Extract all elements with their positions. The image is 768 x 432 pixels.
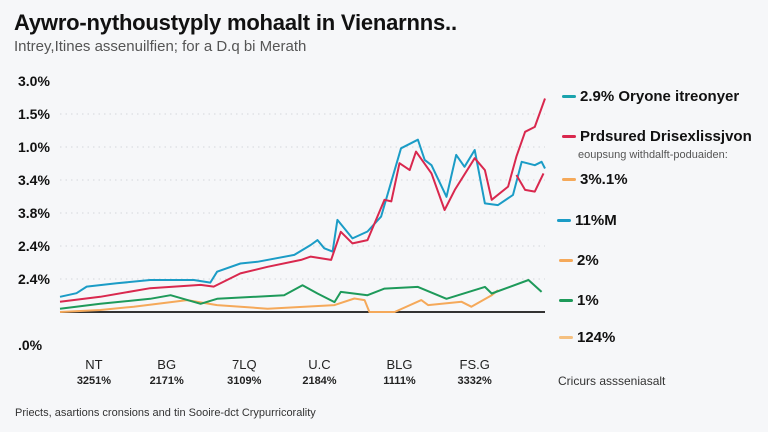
legend-swatch: [559, 336, 573, 339]
y-tick-label: .0%: [18, 337, 43, 353]
x-axis-note: Cricurs assseniasalt: [558, 374, 666, 388]
x-value-label: 3109%: [227, 375, 261, 387]
legend-item-2: 3%.1%: [562, 171, 628, 188]
legend-item-6: 124%: [559, 329, 615, 346]
chart-title: Aywro-nythoustyply mohaalt in Vienarnns.…: [14, 10, 457, 35]
legend-label: 3%.1%: [580, 171, 628, 188]
legend-swatch: [562, 135, 576, 138]
x-tick-label: BG: [157, 357, 176, 372]
legend-label: 124%: [577, 329, 616, 346]
series-line-orange: [59, 289, 499, 313]
x-value-label: 3332%: [458, 375, 492, 387]
y-tick-label: 3.4%: [18, 172, 50, 188]
series-line-green: [59, 279, 543, 310]
legend-item-4: 2%: [559, 252, 599, 269]
x-tick-label: BLG: [386, 357, 412, 372]
x-value-label: 1111%: [383, 375, 416, 387]
chart-footer: Priects, asartions cronsions and tin Soo…: [15, 407, 316, 419]
y-tick-label: 2.4%: [18, 271, 50, 287]
x-value-label: 3251%: [77, 375, 111, 387]
series-line-red-branch: [515, 172, 545, 193]
legend-sublabel: eoupsung withdalft-poduaiden:: [578, 149, 728, 161]
y-tick-label: 3.0%: [18, 73, 50, 89]
legend-swatch: [562, 178, 576, 181]
legend-swatch: [559, 259, 573, 262]
x-tick-label: 7LQ: [232, 357, 257, 372]
x-tick-label: NT: [85, 357, 102, 372]
y-tick-label: 1.5%: [18, 106, 50, 122]
legend-label: Prdsured Drisexlissjvon: [580, 128, 752, 145]
series-line-blue: [59, 138, 546, 298]
legend-swatch: [562, 95, 576, 98]
y-tick-label: 1.0%: [18, 139, 50, 155]
legend-label: 2%: [577, 252, 599, 269]
legend-item-3: 11%M: [557, 212, 617, 229]
legend-label: 2.9% Oryone itreonyer: [580, 88, 740, 105]
legend-item-1: Prdsured Drisexlissjvon: [562, 128, 752, 145]
chart-subtitle: Intrey,Itines assenuilfien; for a D.q bi…: [14, 38, 307, 55]
legend-item-5: 1%: [559, 292, 599, 309]
legend-label: 1%: [577, 292, 599, 309]
legend-label: 11%M: [575, 212, 617, 229]
x-tick-label: FS.G: [460, 357, 490, 372]
series-line-red: [59, 98, 546, 303]
legend-swatch: [557, 219, 571, 222]
legend-item-0: 2.9% Oryone itreonyer: [562, 88, 739, 105]
y-tick-label: 2.4%: [18, 238, 50, 254]
y-tick-label: 3.8%: [18, 205, 50, 221]
x-value-label: 2184%: [302, 375, 336, 387]
x-tick-label: U.C: [308, 357, 330, 372]
x-value-label: 2171%: [150, 375, 184, 387]
legend-swatch: [559, 299, 573, 302]
